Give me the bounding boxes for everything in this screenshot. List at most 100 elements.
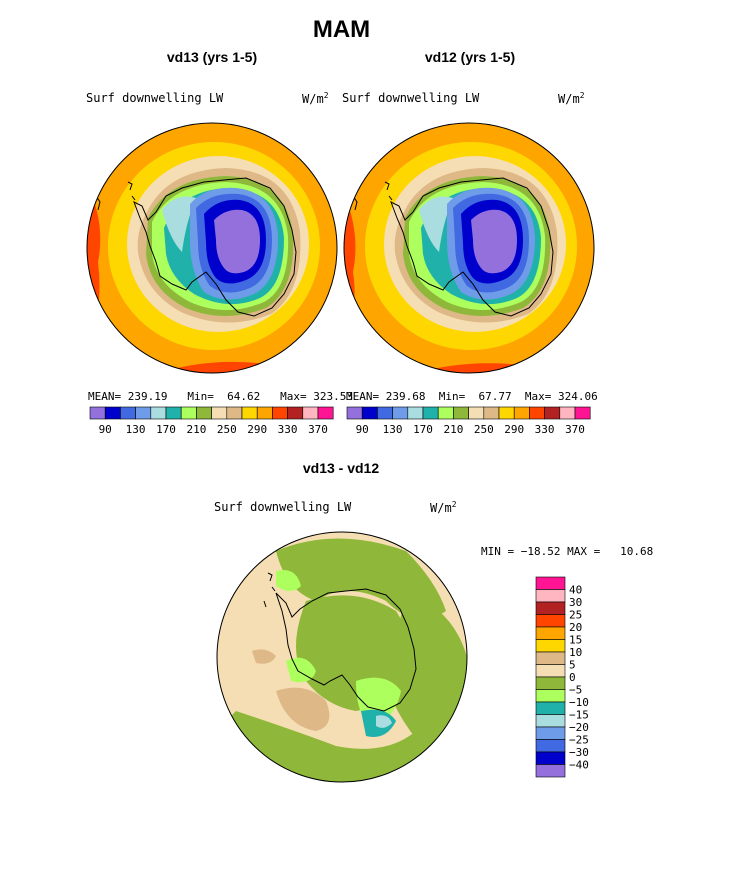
colorbar-swatch <box>287 406 304 420</box>
diff-lime-2 <box>286 657 316 683</box>
colorbar-swatch <box>535 626 566 640</box>
colorbar-swatch <box>104 406 121 420</box>
units-right: W/m2 <box>558 91 585 106</box>
min-label: Min= <box>438 390 466 403</box>
colorbar-swatch <box>535 714 566 728</box>
colorbar-swatch <box>226 406 243 420</box>
field-label-right: Surf downwelling LW <box>342 91 480 105</box>
colorbar-swatch <box>483 406 500 420</box>
colorbar-tick-label: 330 <box>278 423 298 436</box>
colorbar-tick-label: −40 <box>569 759 589 772</box>
units-exp: 2 <box>451 500 457 509</box>
colorbar-tick-label: 130 <box>383 423 403 436</box>
max-value: 323.53 <box>313 390 353 403</box>
units-exp: 2 <box>323 91 329 100</box>
max-value: 324.06 <box>558 390 598 403</box>
map-left <box>86 122 338 374</box>
units-left: W/m2 <box>302 91 329 106</box>
colorbar-tick-label: 90 <box>99 423 112 436</box>
stats-left: MEAN= 239.19 Min= 64.62 Max= 323.53 <box>88 390 353 403</box>
colorbar-tick-label: 210 <box>443 423 463 436</box>
colorbar-swatch <box>256 406 273 420</box>
colorbar-swatch <box>535 664 566 678</box>
map-border <box>86 122 338 374</box>
colorbar-swatch <box>535 601 566 615</box>
colorbar-swatch <box>302 406 319 420</box>
diff-units: W/m2 <box>430 500 457 515</box>
colorbar-left: 90 130 170 210 250 290 330 370 <box>89 406 334 436</box>
units-base: W/m <box>430 501 452 515</box>
colorbar-swatch <box>211 406 228 420</box>
map-border <box>343 122 595 374</box>
colorbar-tick-label: 10 <box>569 646 582 659</box>
colorbar-swatch <box>535 576 566 590</box>
map-border <box>216 531 468 783</box>
colorbar-tick-label: 0 <box>569 671 576 684</box>
colorbar-tick-label: −15 <box>569 709 589 722</box>
colorbar-swatch <box>407 406 424 420</box>
units-base: W/m <box>302 92 324 106</box>
units-base: W/m <box>558 92 580 106</box>
mean-label: MEAN= <box>88 390 122 403</box>
colorbar-tick-label: 30 <box>569 596 582 609</box>
min-value: 67.77 <box>478 390 512 403</box>
colorbar-swatch <box>346 406 363 420</box>
colorbar-tick-label: −30 <box>569 746 589 759</box>
colorbar-right: 90 130 170 210 250 290 330 370 <box>346 406 591 436</box>
colorbar-swatch <box>180 406 197 420</box>
min-label: Min= <box>187 390 214 403</box>
colorbar-tick-label: 90 <box>356 423 369 436</box>
colorbar-swatch <box>468 406 485 420</box>
band-purple <box>471 209 517 274</box>
colorbar-swatch <box>317 406 334 420</box>
colorbar-swatch <box>535 651 566 665</box>
diff-pale-cyan <box>376 715 392 728</box>
colorbar-swatch <box>165 406 182 420</box>
colorbar-swatch <box>89 406 106 420</box>
colorbar-swatch <box>529 406 545 420</box>
colorbar-tick-label: −20 <box>569 721 589 734</box>
band-purple <box>214 209 260 274</box>
colorbar-swatch <box>392 406 409 420</box>
diff-coastline <box>275 588 417 712</box>
colorbar-swatch <box>535 676 566 690</box>
colorbar-swatch <box>535 614 566 628</box>
colorbar-swatch <box>453 406 469 420</box>
band-pale-cyan <box>162 196 196 252</box>
field-label-left: Surf downwelling LW <box>86 91 224 105</box>
colorbar-tick-label: 330 <box>535 423 555 436</box>
colorbar-swatch <box>196 406 212 420</box>
colorbar-swatch <box>135 406 152 420</box>
colorbar-swatch <box>361 406 378 420</box>
colorbar-tick-label: 370 <box>308 423 328 436</box>
colorbar-swatch <box>535 764 566 778</box>
panel-title-left: vd13 (yrs 1-5) <box>166 49 258 65</box>
colorbar-tick-label: −5 <box>569 684 582 697</box>
map-right <box>343 122 595 374</box>
colorbar-tick-label: 5 <box>569 659 576 672</box>
colorbar-tick-label: −25 <box>569 734 589 747</box>
diff-tan-west <box>276 687 330 731</box>
colorbar-swatch <box>559 406 576 420</box>
colorbar-swatch <box>437 406 454 420</box>
colorbar-swatch <box>535 751 566 765</box>
colorbar-swatch <box>498 406 515 420</box>
colorbar-swatch <box>272 406 288 420</box>
colorbar-swatch <box>535 739 566 753</box>
diff-field-label: Surf downwelling LW <box>214 500 352 514</box>
max-label: Max= <box>524 390 552 403</box>
colorbar-swatch <box>120 406 136 420</box>
band-pale-cyan <box>419 196 453 252</box>
colorbar-tick-label: 170 <box>156 423 176 436</box>
colorbar-swatch <box>150 406 167 420</box>
colorbar-swatch <box>544 406 561 420</box>
diff-title: vd13 - vd12 <box>302 460 380 476</box>
colorbar-tick-label: 15 <box>569 634 582 647</box>
colorbar-swatch <box>535 726 566 740</box>
panel-title-right: vd12 (yrs 1-5) <box>424 49 516 65</box>
max-label: Max= <box>280 390 307 403</box>
colorbar-tick-label: 20 <box>569 621 582 634</box>
coastline <box>390 177 554 317</box>
colorbar-tick-label: 170 <box>413 423 433 436</box>
units-exp: 2 <box>579 91 585 100</box>
